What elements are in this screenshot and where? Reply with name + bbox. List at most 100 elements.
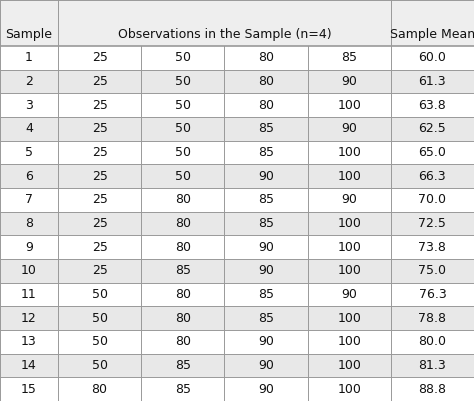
Text: 90: 90 [258,335,274,348]
Text: 73.8: 73.8 [419,241,447,254]
Text: 90: 90 [341,193,357,207]
Text: 25: 25 [91,241,108,254]
Text: 100: 100 [337,241,361,254]
Text: 61.3: 61.3 [419,75,446,88]
Text: 90: 90 [258,359,274,372]
Bar [0,354,474,377]
Bar [0,117,474,141]
Text: 100: 100 [337,146,361,159]
Text: 100: 100 [337,335,361,348]
Text: 50: 50 [175,99,191,112]
Text: 100: 100 [337,383,361,396]
Text: 25: 25 [91,170,108,183]
Text: 63.8: 63.8 [419,99,447,112]
Text: 25: 25 [91,217,108,230]
Text: 80: 80 [175,241,191,254]
Text: 85: 85 [258,217,274,230]
Text: Sample: Sample [6,28,53,41]
Text: 3: 3 [25,99,33,112]
Text: Sample Mean: Sample Mean [390,28,474,41]
Text: 60.0: 60.0 [419,51,447,65]
Text: 7: 7 [25,193,33,207]
Text: 14: 14 [21,359,37,372]
Text: 50: 50 [91,359,108,372]
Text: 78.8: 78.8 [419,312,447,325]
Text: 85: 85 [175,264,191,277]
Text: 85: 85 [175,383,191,396]
Text: 80: 80 [175,335,191,348]
Text: 12: 12 [21,312,37,325]
Text: 100: 100 [337,217,361,230]
Text: 80: 80 [175,217,191,230]
Text: 1: 1 [25,51,33,65]
Bar [0,188,474,212]
Text: 25: 25 [91,99,108,112]
Text: 90: 90 [258,170,274,183]
Text: 100: 100 [337,264,361,277]
Text: 50: 50 [175,51,191,65]
Bar [0,141,474,164]
Text: 80: 80 [258,99,274,112]
Text: 100: 100 [337,99,361,112]
Text: 50: 50 [175,75,191,88]
Text: 65.0: 65.0 [419,146,447,159]
Bar [0,235,474,259]
Text: 90: 90 [258,264,274,277]
Text: 85: 85 [175,359,191,372]
Text: 80: 80 [91,383,108,396]
Bar [0,70,474,93]
Bar [0,46,474,70]
Text: 80: 80 [175,312,191,325]
Text: 25: 25 [91,122,108,136]
Text: 85: 85 [258,122,274,136]
Bar [0,283,474,306]
Bar [0,0,474,46]
Text: 72.5: 72.5 [419,217,447,230]
Text: 81.3: 81.3 [419,359,447,372]
Text: 100: 100 [337,312,361,325]
Text: 25: 25 [91,193,108,207]
Text: Observations in the Sample (n=4): Observations in the Sample (n=4) [118,28,331,41]
Text: 5: 5 [25,146,33,159]
Text: 80: 80 [175,288,191,301]
Text: 25: 25 [91,51,108,65]
Bar [0,93,474,117]
Text: 50: 50 [91,312,108,325]
Text: 85: 85 [258,193,274,207]
Text: 10: 10 [21,264,37,277]
Text: 11: 11 [21,288,37,301]
Text: 88.8: 88.8 [419,383,447,396]
Text: 80: 80 [175,193,191,207]
Text: 76.3: 76.3 [419,288,447,301]
Text: 90: 90 [258,383,274,396]
Text: 50: 50 [175,122,191,136]
Text: 100: 100 [337,170,361,183]
Text: 75.0: 75.0 [419,264,447,277]
Text: 90: 90 [341,122,357,136]
Text: 6: 6 [25,170,33,183]
Text: 25: 25 [91,264,108,277]
Text: 70.0: 70.0 [419,193,447,207]
Text: 85: 85 [258,288,274,301]
Text: 4: 4 [25,122,33,136]
Text: 90: 90 [258,241,274,254]
Text: 25: 25 [91,75,108,88]
Text: 85: 85 [341,51,357,65]
Text: 13: 13 [21,335,37,348]
Bar [0,164,474,188]
Text: 50: 50 [175,146,191,159]
Text: 50: 50 [175,170,191,183]
Bar [0,259,474,283]
Text: 90: 90 [341,75,357,88]
Text: 100: 100 [337,359,361,372]
Text: 80.0: 80.0 [419,335,447,348]
Text: 85: 85 [258,312,274,325]
Text: 80: 80 [258,51,274,65]
Bar [0,377,474,401]
Text: 66.3: 66.3 [419,170,446,183]
Text: 2: 2 [25,75,33,88]
Bar [0,306,474,330]
Text: 9: 9 [25,241,33,254]
Bar [0,212,474,235]
Text: 62.5: 62.5 [419,122,447,136]
